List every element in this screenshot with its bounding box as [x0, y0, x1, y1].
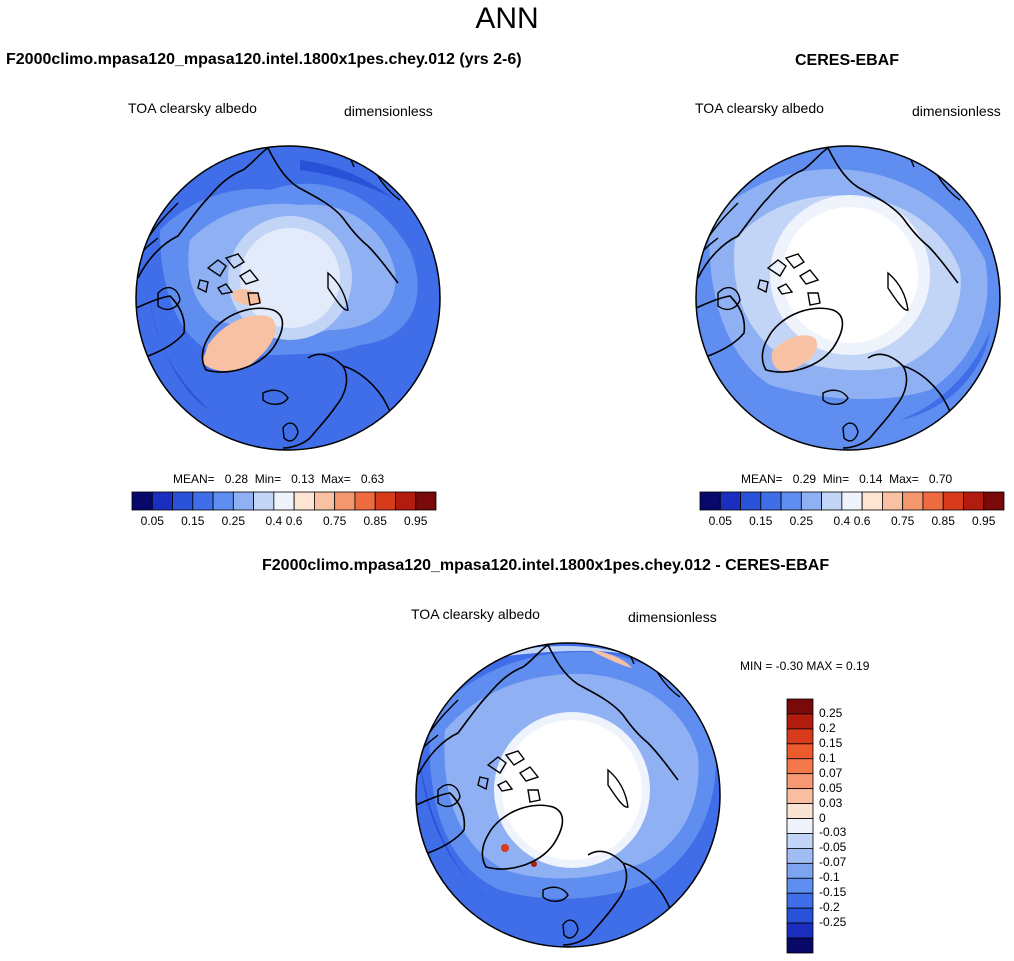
model-variable-label: TOA clearsky albedo	[128, 100, 257, 116]
diff-colorbar-tick-label: -0.2	[819, 900, 840, 915]
obs-colorbar-box	[983, 491, 1005, 511]
model-colorbar-box	[212, 491, 234, 511]
obs-colorbar-box	[861, 491, 883, 511]
diff-polar-map	[415, 642, 721, 948]
diff-colorbar-box	[786, 743, 814, 760]
obs-variable-label: TOA clearsky albedo	[695, 100, 824, 116]
obs-colorbar-tick-label: 0.05	[708, 514, 732, 528]
diff-panel-title: F2000climo.mpasa120_mpasa120.intel.1800x…	[262, 557, 830, 574]
model-colorbar-box	[293, 491, 315, 511]
obs-colorbar-box	[841, 491, 863, 511]
obs-colorbar-box	[882, 491, 904, 511]
diff-colorbar-tick-label: 0.15	[819, 735, 843, 750]
diff-colorbar-box	[786, 758, 814, 775]
obs-colorbar-box	[963, 491, 985, 511]
obs-colorbar-tick-label: 0.15	[749, 514, 773, 528]
model-colorbar-box	[354, 491, 376, 511]
obs-colorbar-tick-label: 0.75	[890, 514, 915, 528]
diff-colorbar-box	[786, 698, 814, 715]
diff-colorbar-box	[786, 773, 814, 790]
obs-polar-map	[695, 145, 1001, 451]
model-panel-title: F2000climo.mpasa120_mpasa120.intel.1800x…	[6, 51, 522, 68]
diff-colorbar-tick-label: -0.15	[819, 885, 847, 900]
model-colorbar-box	[131, 491, 153, 511]
model-colorbar-tick-label: 0.85	[363, 514, 387, 528]
diff-colorbar-box	[786, 892, 814, 909]
diff-colorbar-tick-label: 0.25	[819, 705, 843, 720]
obs-units-label: dimensionless	[912, 103, 1001, 119]
obs-colorbar-box	[821, 491, 843, 511]
diff-colorbar-tick-label: -0.05	[819, 840, 847, 855]
diff-colorbar-box	[786, 848, 814, 864]
obs-colorbar-box	[760, 491, 782, 511]
model-colorbar-tick-label: 0.4	[265, 514, 283, 528]
diff-colorbar-box	[786, 803, 814, 819]
model-polar-map	[135, 145, 441, 451]
obs-colorbar-tick-label: 0.4	[833, 514, 851, 528]
diff-colorbar-box	[786, 818, 814, 834]
diff-stats: MIN = -0.30 MAX = 0.19	[740, 659, 870, 673]
diff-colorbar-tick-label: -0.07	[819, 855, 847, 870]
diff-colorbar-box	[786, 907, 814, 924]
obs-colorbar	[699, 491, 1005, 511]
diff-colorbar-box	[786, 877, 814, 894]
model-colorbar-box	[232, 491, 254, 511]
obs-colorbar-tick-label: 0.6	[853, 514, 871, 528]
diff-colorbar-tick-label: 0.2	[819, 720, 836, 735]
diff-colorbar-tick-label: 0.03	[819, 795, 843, 810]
diff-colorbar-tick-label: -0.1	[819, 870, 840, 885]
obs-colorbar-box	[740, 491, 762, 511]
model-colorbar-box	[253, 491, 275, 511]
obs-colorbar-box	[942, 491, 964, 511]
model-colorbar-tick-label: 0.25	[221, 514, 246, 528]
model-colorbar-box	[374, 491, 396, 511]
diff-colorbar-box	[786, 728, 814, 745]
diff-colorbar-box	[786, 833, 814, 849]
diff-variable-label: TOA clearsky albedo	[411, 606, 540, 622]
diff-colorbar-box	[786, 937, 814, 954]
figure-title: ANN	[475, 2, 539, 35]
diff-colorbar-tick-label: -0.25	[819, 915, 847, 930]
model-colorbar-box	[395, 491, 417, 511]
diff-colorbar	[786, 698, 814, 954]
obs-colorbar-tick-label: 0.25	[789, 514, 814, 528]
model-colorbar-tick-label: 0.6	[285, 514, 303, 528]
model-colorbar-box	[151, 491, 173, 511]
diff-colorbar-tick-label: 0.05	[819, 780, 843, 795]
diff-colorbar-box	[786, 788, 814, 804]
diff-units-label: dimensionless	[628, 609, 717, 625]
model-colorbar-box	[273, 491, 295, 511]
model-colorbar-box	[172, 491, 194, 511]
obs-colorbar-tick-label: 0.85	[931, 514, 955, 528]
model-colorbar-tick-label: 0.15	[181, 514, 205, 528]
obs-colorbar-box	[800, 491, 822, 511]
obs-colorbar-box	[780, 491, 802, 511]
diff-colorbar-box	[786, 862, 814, 879]
diff-colorbar-box	[786, 922, 814, 939]
obs-colorbar-box	[699, 491, 721, 511]
obs-panel-title: CERES-EBAF	[795, 52, 900, 69]
model-colorbar-tick-label: 0.95	[404, 514, 428, 528]
obs-colorbar-box	[922, 491, 944, 511]
diff-colorbar-tick-label: 0.1	[819, 750, 836, 765]
obs-colorbar-box	[902, 491, 924, 511]
obs-colorbar-box	[719, 491, 741, 511]
model-stats: MEAN= 0.28 Min= 0.13 Max= 0.63	[173, 472, 385, 486]
diff-colorbar-tick-label: 0.07	[819, 765, 843, 780]
model-colorbar-tick-label: 0.75	[322, 514, 347, 528]
obs-stats: MEAN= 0.29 Min= 0.14 Max= 0.70	[741, 472, 953, 486]
model-colorbar-box	[415, 491, 437, 511]
model-colorbar-box	[334, 491, 356, 511]
model-units-label: dimensionless	[344, 103, 433, 119]
model-colorbar-box	[192, 491, 214, 511]
obs-colorbar-tick-label: 0.95	[972, 514, 996, 528]
diff-colorbar-box	[786, 713, 814, 730]
model-colorbar	[131, 491, 437, 511]
model-colorbar-box	[313, 491, 336, 511]
diff-colorbar-tick-label: -0.03	[819, 825, 847, 840]
diff-colorbar-tick-label: 0	[819, 810, 826, 825]
model-colorbar-tick-label: 0.05	[140, 514, 164, 528]
